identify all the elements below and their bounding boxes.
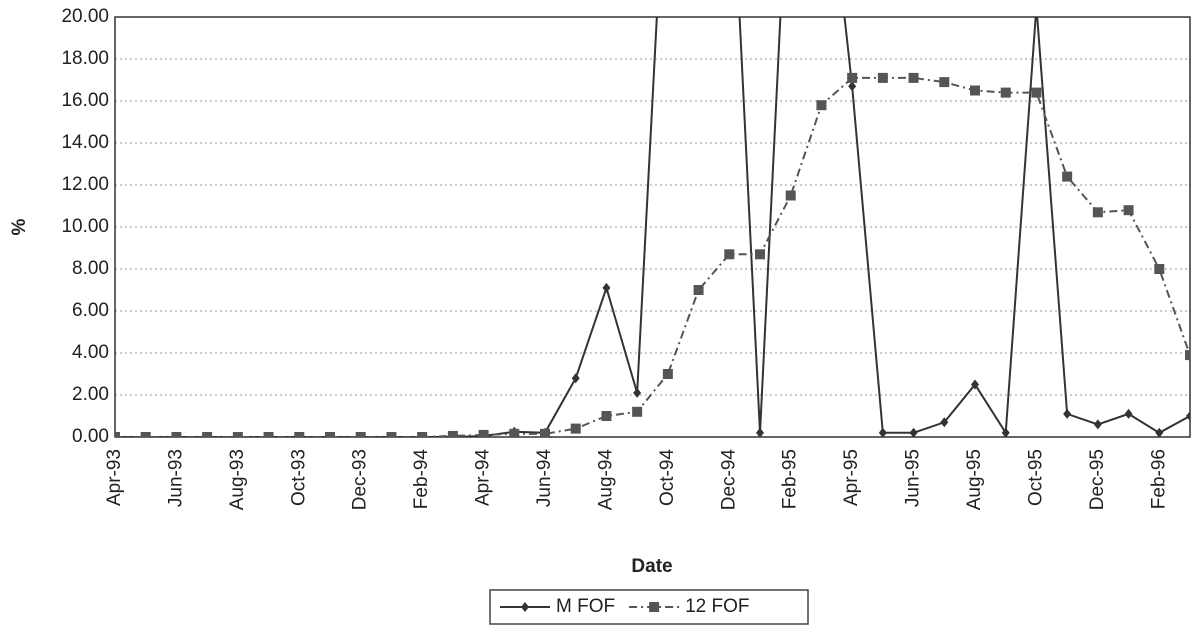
series-line bbox=[115, 17, 1190, 437]
marker bbox=[1031, 87, 1042, 98]
marker bbox=[1062, 171, 1073, 182]
x-tick-label: Apr-93 bbox=[104, 449, 125, 506]
y-tick-label: 12.00 bbox=[61, 174, 109, 195]
marker bbox=[940, 417, 949, 428]
marker bbox=[878, 427, 887, 437]
marker bbox=[263, 432, 274, 437]
y-tick-label: 8.00 bbox=[72, 258, 109, 279]
marker bbox=[325, 432, 335, 437]
x-tick-label: Apr-94 bbox=[473, 449, 494, 506]
x-tick-label: Oct-93 bbox=[288, 449, 309, 506]
x-tick-label: Feb-95 bbox=[780, 449, 801, 509]
marker bbox=[724, 249, 735, 260]
series-line bbox=[115, 76, 1190, 437]
marker bbox=[570, 423, 581, 434]
marker bbox=[1063, 408, 1072, 419]
x-tick-label: Apr-95 bbox=[841, 449, 862, 506]
marker bbox=[202, 432, 213, 437]
x-tick-label: Dec-94 bbox=[718, 449, 739, 511]
marker bbox=[877, 72, 888, 83]
marker bbox=[232, 432, 243, 437]
marker bbox=[971, 379, 979, 390]
y-tick-label: 0.00 bbox=[72, 426, 109, 447]
y-tick-label: 16.00 bbox=[61, 90, 109, 111]
marker bbox=[1092, 207, 1103, 218]
x-tick-label: Aug-93 bbox=[227, 449, 248, 510]
marker bbox=[633, 387, 642, 398]
marker bbox=[601, 411, 612, 421]
marker bbox=[540, 428, 550, 437]
x-tick-label: Feb-94 bbox=[411, 449, 432, 510]
marker bbox=[662, 369, 673, 379]
marker bbox=[1000, 87, 1011, 98]
marker bbox=[521, 602, 529, 612]
marker bbox=[1032, 2, 1040, 12]
marker bbox=[417, 432, 428, 437]
x-tick-label: Jun-93 bbox=[165, 449, 186, 507]
marker bbox=[1185, 350, 1190, 361]
marker bbox=[294, 432, 305, 437]
marker bbox=[649, 602, 660, 612]
marker bbox=[909, 427, 918, 437]
marker bbox=[171, 432, 182, 437]
marker bbox=[970, 85, 980, 96]
x-tick-label: Aug-95 bbox=[964, 449, 985, 510]
x-tick-label: Jun-95 bbox=[903, 449, 924, 507]
marker bbox=[755, 249, 765, 260]
y-tick-label: 18.00 bbox=[61, 48, 109, 69]
marker bbox=[386, 432, 397, 437]
legend-label: M FOF bbox=[556, 596, 615, 617]
plot-border bbox=[114, 16, 1191, 438]
marker bbox=[1093, 419, 1102, 430]
x-tick-label: Oct-95 bbox=[1025, 449, 1046, 506]
legend-label: 12 FOF bbox=[685, 596, 749, 617]
marker bbox=[847, 72, 858, 83]
marker bbox=[355, 432, 366, 437]
y-axis-title: % bbox=[9, 218, 30, 235]
marker bbox=[140, 432, 151, 437]
y-tick-label: 10.00 bbox=[61, 216, 109, 237]
x-tick-label: Jun-94 bbox=[534, 449, 555, 508]
y-tick-label: 14.00 bbox=[61, 132, 109, 153]
marker bbox=[632, 406, 643, 417]
marker bbox=[115, 432, 120, 437]
marker bbox=[571, 373, 580, 384]
marker bbox=[816, 100, 827, 111]
x-tick-label: Aug-94 bbox=[595, 449, 616, 511]
marker bbox=[756, 427, 764, 437]
x-tick-label: Dec-93 bbox=[350, 449, 371, 510]
y-tick-label: 20.00 bbox=[61, 6, 109, 27]
marker bbox=[1123, 205, 1134, 216]
marker bbox=[1155, 427, 1164, 437]
marker bbox=[509, 428, 520, 437]
marker bbox=[447, 430, 458, 437]
marker bbox=[939, 77, 950, 88]
marker bbox=[908, 72, 919, 83]
marker bbox=[1001, 427, 1010, 437]
marker bbox=[785, 190, 796, 201]
y-tick-label: 4.00 bbox=[72, 342, 109, 363]
marker bbox=[602, 282, 611, 293]
marker bbox=[1124, 408, 1133, 419]
y-tick-label: 2.00 bbox=[72, 384, 109, 405]
x-tick-label: Dec-95 bbox=[1087, 449, 1108, 510]
marker bbox=[1186, 411, 1190, 421]
x-axis-title: Date bbox=[631, 556, 672, 577]
marker bbox=[848, 81, 857, 92]
x-tick-label: Feb-96 bbox=[1148, 449, 1169, 509]
marker bbox=[478, 429, 489, 437]
x-tick-label: Oct-94 bbox=[657, 449, 678, 506]
y-tick-label: 6.00 bbox=[72, 300, 109, 321]
marker bbox=[693, 285, 704, 295]
marker bbox=[1154, 264, 1165, 274]
plot-area bbox=[115, 2, 1190, 437]
